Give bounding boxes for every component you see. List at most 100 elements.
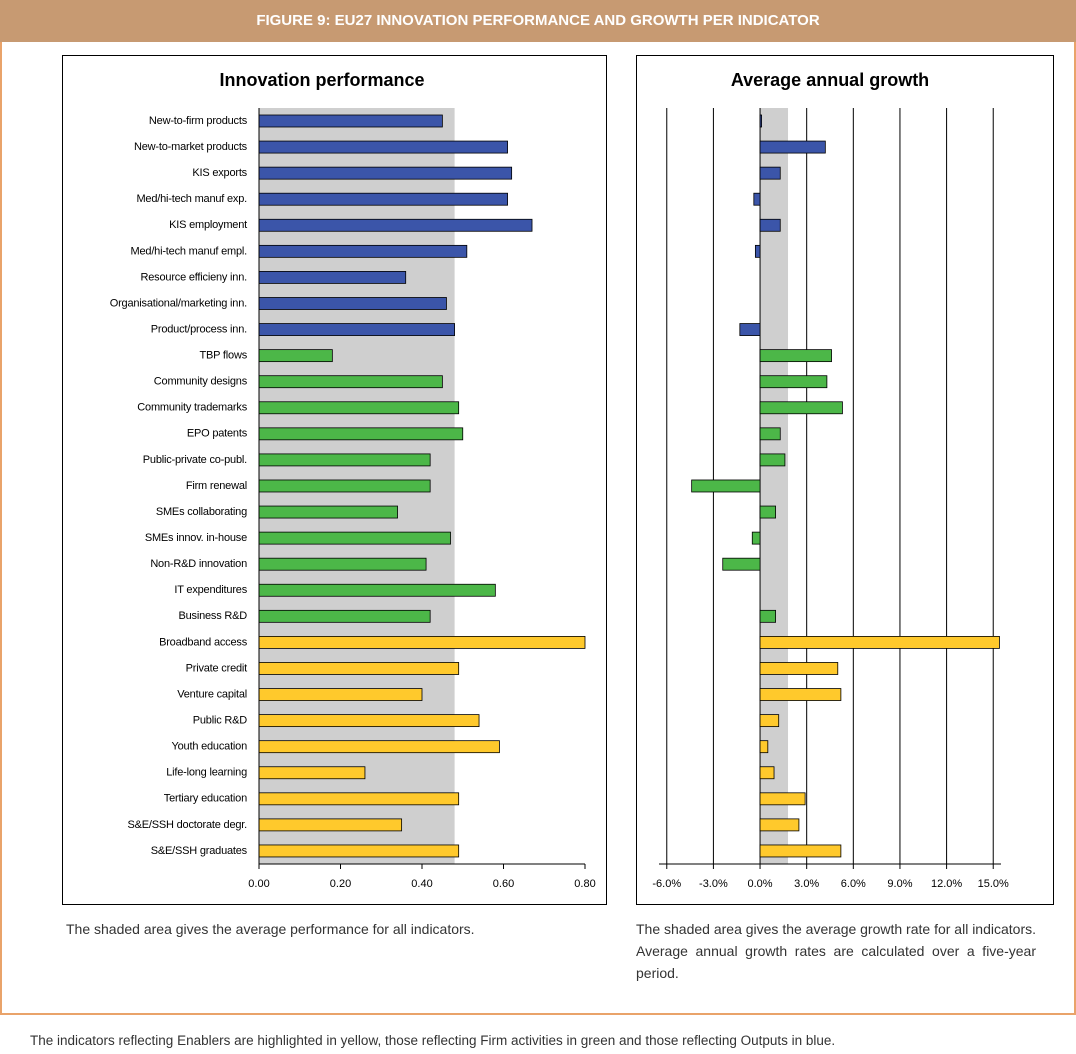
bar: [258, 453, 431, 467]
bar: [258, 114, 443, 128]
bar: [759, 740, 769, 754]
x-tick-label: 0.80: [574, 878, 595, 890]
x-tick-label: 12.0%: [931, 878, 962, 890]
bar: [258, 844, 460, 858]
x-tick-label: -3.0%: [699, 878, 728, 890]
bar: [258, 609, 431, 623]
bar: [258, 401, 460, 415]
chart-box: Average annual growth -6.0% -3.0% 0.0% 3.0% 6…: [636, 55, 1054, 905]
y-tick-label: Non-R&D innovation: [150, 558, 247, 570]
bar: [258, 531, 451, 545]
y-tick-label: Business R&D: [178, 610, 247, 622]
bar: [258, 166, 513, 180]
bar: [759, 114, 763, 128]
y-tick-label: Firm renewal: [186, 480, 247, 492]
x-tick-label: 0.40: [411, 878, 432, 890]
bar: [759, 140, 826, 154]
y-tick-label: Product/process inn.: [151, 323, 247, 335]
figure-title: FIGURE 9: EU27 INNOVATION PERFORMANCE AN…: [0, 0, 1076, 42]
bar: [258, 375, 443, 389]
chart-title: Average annual growth: [731, 70, 929, 90]
bar: [753, 192, 761, 206]
bar: [691, 479, 761, 493]
bar: [751, 531, 761, 545]
y-tick-label: Public R&D: [193, 715, 247, 727]
y-tick-label: Med/hi-tech manuf exp.: [136, 193, 247, 205]
bar: [258, 636, 586, 649]
bar: [759, 818, 800, 832]
y-tick-label: SMEs innov. in-house: [145, 532, 247, 544]
y-tick-label: Community designs: [154, 376, 248, 388]
bar: [258, 818, 403, 832]
y-tick-label: S&E/SSH graduates: [151, 845, 248, 857]
y-tick-label: Private credit: [186, 662, 248, 674]
bar: [722, 557, 761, 571]
bar: [754, 244, 761, 258]
chart-title: Innovation performance: [219, 70, 424, 90]
bar: [258, 323, 456, 336]
footer-note: The indicators reflecting Enablers are h…: [30, 1033, 836, 1048]
bar: [759, 844, 842, 858]
bar: [258, 557, 427, 571]
bar: [759, 375, 828, 389]
bar: [759, 609, 776, 623]
bar: [258, 244, 468, 258]
y-tick-label: Life-long learning: [166, 767, 247, 779]
x-tick-label: 0.20: [330, 878, 351, 890]
bar: [759, 218, 781, 232]
y-tick-label: Med/hi-tech manuf empl.: [131, 245, 248, 257]
bar: [258, 714, 480, 728]
bar: [258, 218, 533, 232]
bar: [258, 479, 431, 493]
bar: [258, 792, 460, 806]
chart-box: Innovation performance 0.00 0.20 0.40 0.60 0.…: [62, 55, 607, 905]
y-tick-label: KIS employment: [169, 219, 247, 231]
bar: [258, 140, 508, 154]
shaded-area: [760, 108, 789, 864]
y-tick-label: S&E/SSH doctorate degr.: [127, 819, 247, 831]
bar: [759, 401, 843, 415]
frame-line: [0, 42, 2, 1014]
bar: [258, 192, 508, 206]
chart: Average annual growth -6.0% -3.0% 0.0% 3.0% 6…: [652, 70, 1009, 890]
y-tick-label: Resource efficieny inn.: [141, 271, 248, 283]
y-tick-label: Youth education: [172, 741, 248, 753]
bar: [258, 766, 366, 780]
bar: [759, 166, 781, 180]
bar: [258, 427, 464, 441]
x-tick-label: 9.0%: [887, 878, 912, 890]
y-tick-label: New-to-firm products: [149, 115, 248, 127]
y-tick-label: IT expenditures: [174, 584, 247, 596]
bar: [258, 740, 500, 754]
y-tick-label: Community trademarks: [137, 402, 247, 414]
bar: [759, 427, 781, 441]
y-tick-label: New-to-market products: [134, 141, 248, 153]
y-tick-label: KIS exports: [192, 167, 247, 179]
bar: [258, 297, 447, 310]
x-tick-label: 6.0%: [841, 878, 866, 890]
y-tick-label: SMEs collaborating: [156, 506, 247, 518]
bar: [258, 583, 496, 597]
bar: [759, 505, 776, 519]
bar: [258, 688, 423, 701]
bar: [759, 688, 842, 701]
y-tick-label: Tertiary education: [164, 793, 247, 805]
bar: [258, 662, 460, 675]
bar: [759, 792, 806, 806]
x-tick-label: 0.0%: [748, 878, 773, 890]
bar: [258, 505, 398, 519]
x-tick-label: -6.0%: [652, 878, 681, 890]
y-tick-label: Venture capital: [177, 688, 247, 700]
bar: [739, 323, 761, 336]
frame-line: [1074, 42, 1076, 1014]
bar: [759, 714, 780, 728]
frame-line: [0, 1013, 1076, 1015]
y-tick-label: Public-private co-publ.: [143, 454, 247, 466]
bar: [258, 271, 407, 284]
chart: Innovation performance 0.00 0.20 0.40 0.60 0.…: [110, 70, 596, 890]
bar: [258, 349, 333, 363]
bar: [759, 636, 1000, 649]
x-tick-label: 3.0%: [794, 878, 819, 890]
y-tick-label: Organisational/marketing inn.: [110, 297, 247, 309]
